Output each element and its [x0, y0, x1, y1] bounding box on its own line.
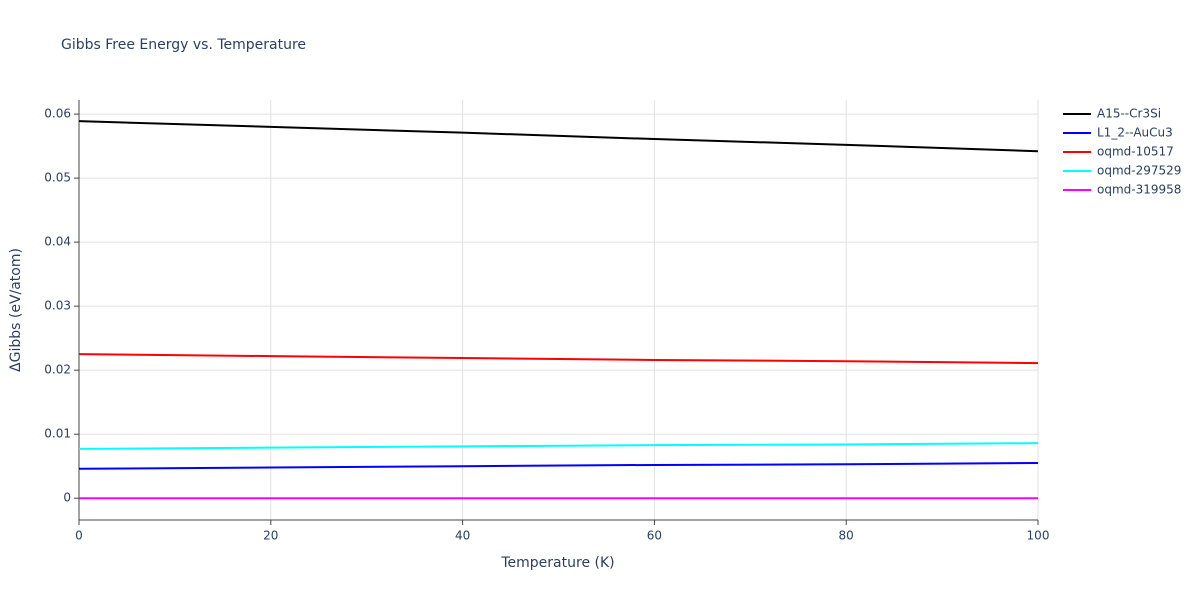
x-tick-label: 20 [263, 529, 278, 543]
series-line [78, 462, 1039, 470]
legend-label: oqmd-10517 [1097, 145, 1174, 159]
x-tick-label: 60 [647, 529, 662, 543]
y-tick-label: 0.03 [44, 299, 71, 313]
legend-label: oqmd-319958 [1097, 183, 1181, 197]
y-tick-label: 0.06 [44, 107, 71, 121]
y-tick-label: 0.04 [44, 235, 71, 249]
legend-label: A15--Cr3Si [1097, 107, 1161, 121]
x-tick-label: 80 [839, 529, 854, 543]
y-tick-label: 0 [63, 491, 71, 505]
y-axis-title: ΔGibbs (eV/atom) [8, 248, 24, 372]
y-tick-label: 0.01 [44, 427, 71, 441]
legend-label: L1_2--AuCu3 [1097, 126, 1173, 140]
y-tick-label: 0.02 [44, 363, 71, 377]
series-line [78, 353, 1039, 365]
series-line [78, 442, 1039, 450]
x-tick-label: 40 [455, 529, 470, 543]
series-line [78, 120, 1039, 153]
legend-label: oqmd-297529 [1097, 164, 1181, 178]
x-tick-label: 100 [1027, 529, 1050, 543]
y-tick-label: 0.05 [44, 171, 71, 185]
x-axis-title: Temperature (K) [500, 555, 614, 571]
chart-title: Gibbs Free Energy vs. Temperature [61, 37, 306, 53]
x-tick-label: 0 [75, 529, 83, 543]
